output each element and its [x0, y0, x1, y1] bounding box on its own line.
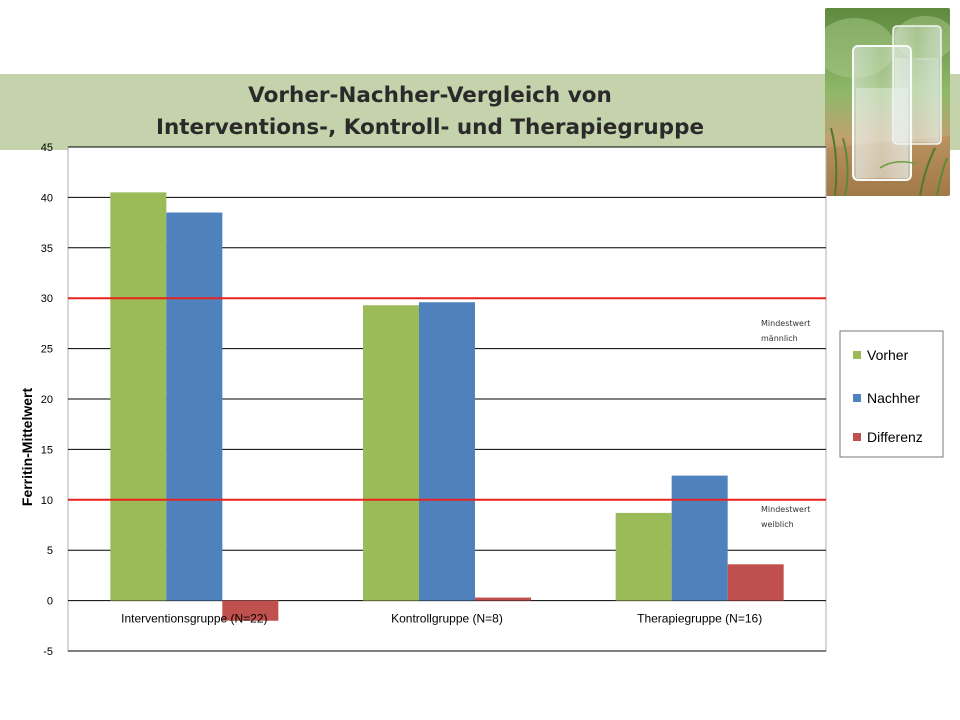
- ref-label-female-line2: weiblich: [761, 520, 794, 529]
- legend-label-nachher: Nachher: [867, 390, 920, 406]
- bar-nachher-2: [671, 475, 728, 601]
- y-tick-label: 15: [41, 444, 53, 456]
- legend-label-differenz: Differenz: [867, 429, 923, 445]
- y-tick-label: 40: [41, 192, 53, 204]
- bar-differenz-1: [475, 597, 531, 601]
- y-tick-labels: -5 0 5 10 15 20 25 30 35 40 45: [41, 142, 53, 658]
- ref-label-female: Mindestwert weiblich: [761, 505, 810, 529]
- y-tick-label: 35: [41, 243, 53, 255]
- bar-vorher-2: [615, 512, 672, 601]
- bar-differenz-2: [727, 564, 784, 601]
- y-tick-label: 25: [41, 344, 53, 356]
- reference-lines: [68, 297, 826, 501]
- bars: [110, 192, 784, 621]
- legend-swatch-nachher: [853, 394, 861, 402]
- y-tick-label: -5: [43, 646, 53, 658]
- bar-vorher-0: [110, 192, 167, 601]
- x-tick-label: Therapiegruppe (N=16): [637, 612, 762, 626]
- ref-label-male: Mindestwert männlich: [761, 319, 810, 343]
- y-tick-label: 20: [41, 394, 53, 406]
- y-tick-label: 30: [41, 293, 53, 305]
- title-banner: [0, 74, 960, 150]
- x-tick-label: Kontrollgruppe (N=8): [391, 612, 503, 626]
- legend-label-vorher: Vorher: [867, 347, 909, 363]
- y-tick-label: 45: [41, 142, 53, 154]
- title-line-1: Vorher-Nachher-Vergleich von: [248, 83, 612, 108]
- y-tick-label: 0: [47, 596, 53, 608]
- ref-label-female-line1: Mindestwert: [761, 505, 810, 514]
- bar-nachher-0: [166, 212, 223, 601]
- page-title: Vorher-Nachher-Vergleich von Interventio…: [90, 80, 770, 144]
- bar-nachher-1: [419, 302, 475, 601]
- title-line-2: Interventions-, Kontroll- und Therapiegr…: [155, 115, 705, 140]
- legend-swatch-differenz: [853, 433, 861, 441]
- bar-differenz-0: [222, 600, 279, 621]
- y-axis-label: Ferritin-Mittelwert: [19, 388, 35, 507]
- x-tick-label: Interventionsgruppe (N=22): [121, 612, 267, 626]
- bar-vorher-1: [363, 305, 419, 601]
- glasses-on-grass-photo: [825, 8, 950, 196]
- legend-swatch-vorher: [853, 351, 861, 359]
- legend: Vorher Nachher Differenz: [839, 330, 944, 458]
- y-tick-label: 10: [41, 495, 53, 507]
- ref-label-male-line1: Mindestwert: [761, 319, 810, 328]
- x-tick-labels: Interventionsgruppe (N=22) Kontrollgruppe…: [121, 612, 762, 626]
- y-tick-label: 5: [47, 545, 53, 557]
- ref-label-male-line2: männlich: [761, 334, 798, 343]
